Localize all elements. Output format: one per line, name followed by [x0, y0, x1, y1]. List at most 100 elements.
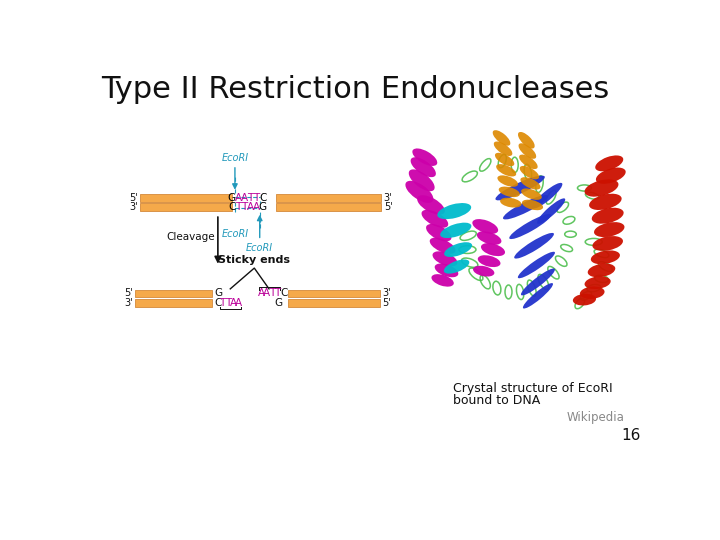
Ellipse shape: [514, 233, 554, 259]
Text: EcoRI: EcoRI: [222, 229, 249, 239]
Ellipse shape: [594, 222, 624, 237]
Text: 5': 5': [384, 202, 392, 212]
Bar: [135, 299, 212, 307]
Ellipse shape: [492, 130, 510, 146]
Ellipse shape: [522, 200, 543, 210]
Text: C: C: [228, 202, 235, 212]
Text: EcoRI: EcoRI: [221, 153, 248, 163]
Text: 3': 3': [130, 202, 138, 212]
Ellipse shape: [521, 177, 541, 190]
Text: EcoRI: EcoRI: [246, 242, 274, 253]
Ellipse shape: [444, 242, 472, 257]
Text: 3': 3': [382, 288, 391, 299]
Ellipse shape: [499, 187, 520, 197]
Ellipse shape: [519, 154, 538, 169]
Text: T: T: [241, 202, 248, 212]
Ellipse shape: [588, 264, 616, 277]
Text: G: G: [258, 202, 267, 212]
Bar: [135, 289, 212, 298]
Ellipse shape: [518, 252, 555, 278]
Ellipse shape: [521, 268, 555, 295]
Ellipse shape: [440, 222, 472, 238]
Text: T: T: [220, 298, 225, 308]
Ellipse shape: [433, 251, 457, 266]
Ellipse shape: [495, 176, 545, 200]
Ellipse shape: [430, 238, 456, 254]
Text: C: C: [215, 298, 222, 308]
Ellipse shape: [593, 236, 623, 251]
Ellipse shape: [481, 243, 505, 256]
Text: G: G: [274, 298, 282, 308]
Text: 16: 16: [621, 428, 640, 443]
Text: T: T: [269, 288, 275, 299]
Ellipse shape: [472, 219, 498, 234]
Ellipse shape: [509, 214, 551, 239]
Text: T: T: [225, 298, 231, 308]
Ellipse shape: [431, 274, 454, 287]
Text: Cleavage: Cleavage: [166, 232, 215, 242]
Ellipse shape: [421, 210, 449, 228]
Text: 3': 3': [384, 193, 392, 203]
Ellipse shape: [409, 170, 435, 191]
Bar: [289, 299, 380, 307]
Ellipse shape: [596, 167, 626, 184]
Text: A: A: [253, 202, 260, 212]
Ellipse shape: [495, 153, 514, 166]
Text: A: A: [235, 298, 243, 308]
Ellipse shape: [503, 195, 548, 219]
Text: Sticky ends: Sticky ends: [218, 255, 290, 265]
Ellipse shape: [496, 164, 516, 177]
Text: G: G: [228, 193, 236, 203]
Ellipse shape: [500, 198, 521, 207]
Ellipse shape: [518, 132, 535, 148]
Ellipse shape: [573, 294, 596, 306]
Ellipse shape: [591, 251, 620, 264]
Text: 5': 5': [130, 193, 138, 203]
Text: A: A: [230, 298, 237, 308]
Ellipse shape: [435, 264, 459, 277]
Ellipse shape: [437, 203, 471, 219]
Text: 3': 3': [124, 298, 132, 308]
Text: T: T: [253, 193, 260, 203]
Text: T: T: [274, 288, 281, 299]
Ellipse shape: [523, 283, 553, 308]
Ellipse shape: [478, 255, 500, 267]
Bar: [289, 289, 380, 298]
Ellipse shape: [592, 208, 624, 224]
Ellipse shape: [417, 195, 445, 215]
Text: Crystal structure of EcoRI: Crystal structure of EcoRI: [453, 382, 612, 395]
Ellipse shape: [580, 286, 605, 299]
Ellipse shape: [532, 183, 562, 208]
Ellipse shape: [473, 266, 495, 276]
Bar: [140, 204, 232, 211]
Ellipse shape: [518, 143, 536, 159]
Text: 5': 5': [382, 298, 391, 308]
Text: bound to DNA: bound to DNA: [453, 394, 540, 407]
Ellipse shape: [520, 166, 539, 179]
Text: A: A: [247, 202, 254, 212]
Ellipse shape: [494, 141, 513, 156]
Ellipse shape: [595, 156, 624, 171]
Text: A: A: [235, 193, 242, 203]
Text: A: A: [258, 288, 265, 299]
Text: T: T: [247, 193, 253, 203]
Bar: [276, 194, 382, 202]
Ellipse shape: [410, 157, 436, 177]
Ellipse shape: [477, 231, 501, 245]
Ellipse shape: [444, 259, 469, 274]
Ellipse shape: [585, 179, 618, 197]
Text: T: T: [235, 202, 241, 212]
Text: Wikipedia: Wikipedia: [567, 411, 625, 424]
Text: A: A: [263, 288, 270, 299]
Text: A: A: [240, 193, 248, 203]
Bar: [140, 194, 232, 202]
Ellipse shape: [589, 194, 621, 210]
Ellipse shape: [426, 224, 451, 241]
Bar: [276, 204, 382, 211]
Ellipse shape: [585, 276, 611, 289]
Text: C: C: [280, 288, 287, 299]
Ellipse shape: [405, 181, 433, 203]
Ellipse shape: [498, 176, 518, 187]
Text: 5': 5': [124, 288, 132, 299]
Ellipse shape: [537, 198, 565, 224]
